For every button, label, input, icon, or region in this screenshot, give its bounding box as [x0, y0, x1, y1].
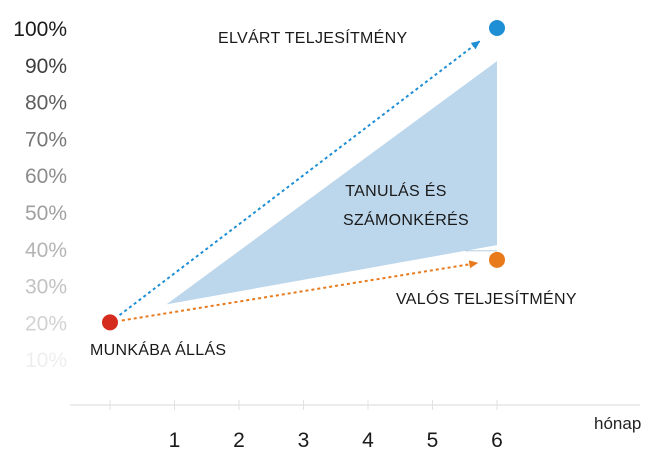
expected-performance-label: ELVÁRT TELJESÍTMÉNY — [218, 28, 407, 47]
x-tick-label: 6 — [491, 429, 503, 452]
actual-performance-point — [489, 251, 505, 268]
x-tick-label: 1 — [169, 429, 181, 452]
y-tick-label: 80% — [25, 92, 67, 115]
gap-area-label-line-1: TANULÁS ÉS — [345, 181, 446, 200]
gap-area-label-line-2: SZÁMONKÉRÉS — [343, 210, 469, 229]
actual-performance-arrow — [121, 260, 479, 322]
y-tick-label: 100% — [13, 18, 67, 41]
y-tick-label: 60% — [25, 165, 67, 188]
x-tick-label: 5 — [427, 429, 439, 452]
y-tick-label: 30% — [25, 276, 67, 299]
x-tick-label: 4 — [362, 429, 374, 452]
y-tick-label: 40% — [25, 239, 67, 262]
x-axis-ticks: 1 2 3 4 5 6 — [109, 400, 503, 452]
x-tick-label: 2 — [233, 429, 245, 452]
x-axis-unit-label: hónap — [594, 414, 641, 433]
y-tick-label: 50% — [25, 202, 67, 225]
y-tick-label: 70% — [25, 128, 67, 151]
start-label: MUNKÁBA ÁLLÁS — [90, 340, 226, 359]
x-tick-label: 3 — [298, 429, 310, 452]
actual-performance-label: VALÓS TELJESÍTMÉNY — [396, 289, 577, 308]
start-point — [102, 314, 118, 331]
y-tick-label: 20% — [25, 312, 67, 335]
y-axis-tick-labels: 10% 20% 30% 40% 50% 60% 70% 80% 90% 100% — [13, 18, 67, 372]
expected-performance-point — [489, 20, 505, 36]
y-tick-label: 90% — [25, 55, 67, 78]
gap-area — [166, 61, 497, 305]
y-tick-label: 10% — [25, 349, 67, 372]
